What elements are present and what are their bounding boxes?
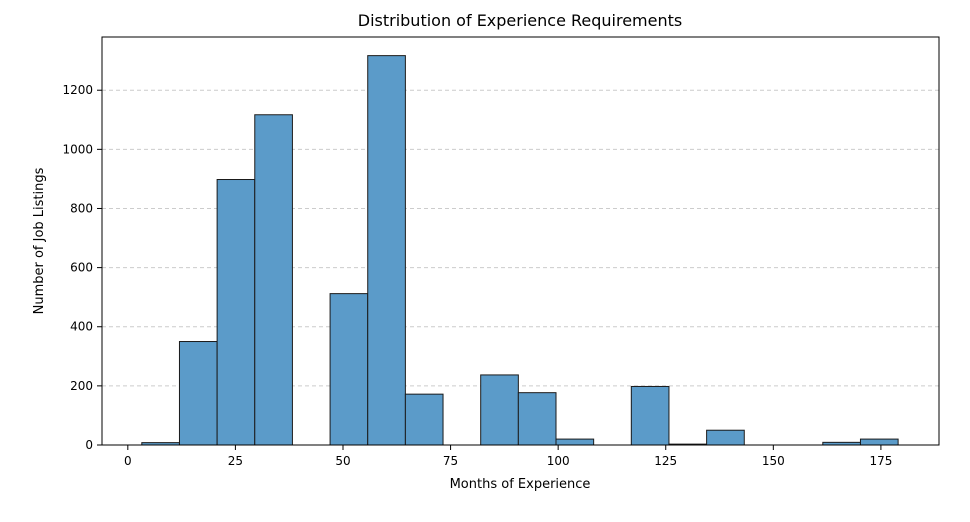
chart-title: Distribution of Experience Requirements — [358, 11, 682, 30]
x-tick-label: 75 — [443, 454, 458, 468]
histogram-bar — [517, 392, 557, 446]
histogram-bar — [216, 179, 256, 446]
plot-frame — [101, 36, 940, 446]
x-tick-label: 0 — [124, 454, 132, 468]
histogram-bar — [630, 385, 670, 446]
x-tick-label: 100 — [547, 454, 570, 468]
x-axis-label: Months of Experience — [450, 477, 591, 492]
y-tick-label: 1200 — [62, 83, 93, 97]
y-tick-label: 1000 — [62, 142, 93, 156]
x-tick-label: 25 — [228, 454, 243, 468]
histogram-bar — [404, 393, 444, 446]
y-tick-label: 400 — [70, 320, 93, 334]
histogram-bar — [859, 438, 899, 446]
x-tick-label: 150 — [762, 454, 785, 468]
x-tick-label: 50 — [335, 454, 350, 468]
x-tick-label: 175 — [869, 454, 892, 468]
histogram-bar — [178, 341, 218, 446]
histogram-bar — [367, 55, 406, 446]
bars — [141, 55, 899, 446]
y-tick-label: 800 — [70, 201, 93, 215]
x-tick-label: 125 — [654, 454, 677, 468]
y-tick-label: 200 — [70, 379, 93, 393]
histogram-bar — [254, 114, 293, 446]
y-tick-label: 0 — [85, 438, 93, 452]
histogram-bar — [706, 429, 745, 446]
histogram-bar — [555, 438, 595, 446]
y-axis-ticks: 0 200 400 600 800 1000 1200 — [62, 83, 102, 452]
histogram-bar — [480, 374, 519, 446]
y-tick-label: 600 — [70, 261, 93, 275]
x-axis-ticks: 0 25 50 75 100 125 150 175 — [124, 445, 892, 468]
histogram-bar — [329, 293, 369, 446]
y-axis-label: Number of Job Listings — [32, 167, 47, 314]
